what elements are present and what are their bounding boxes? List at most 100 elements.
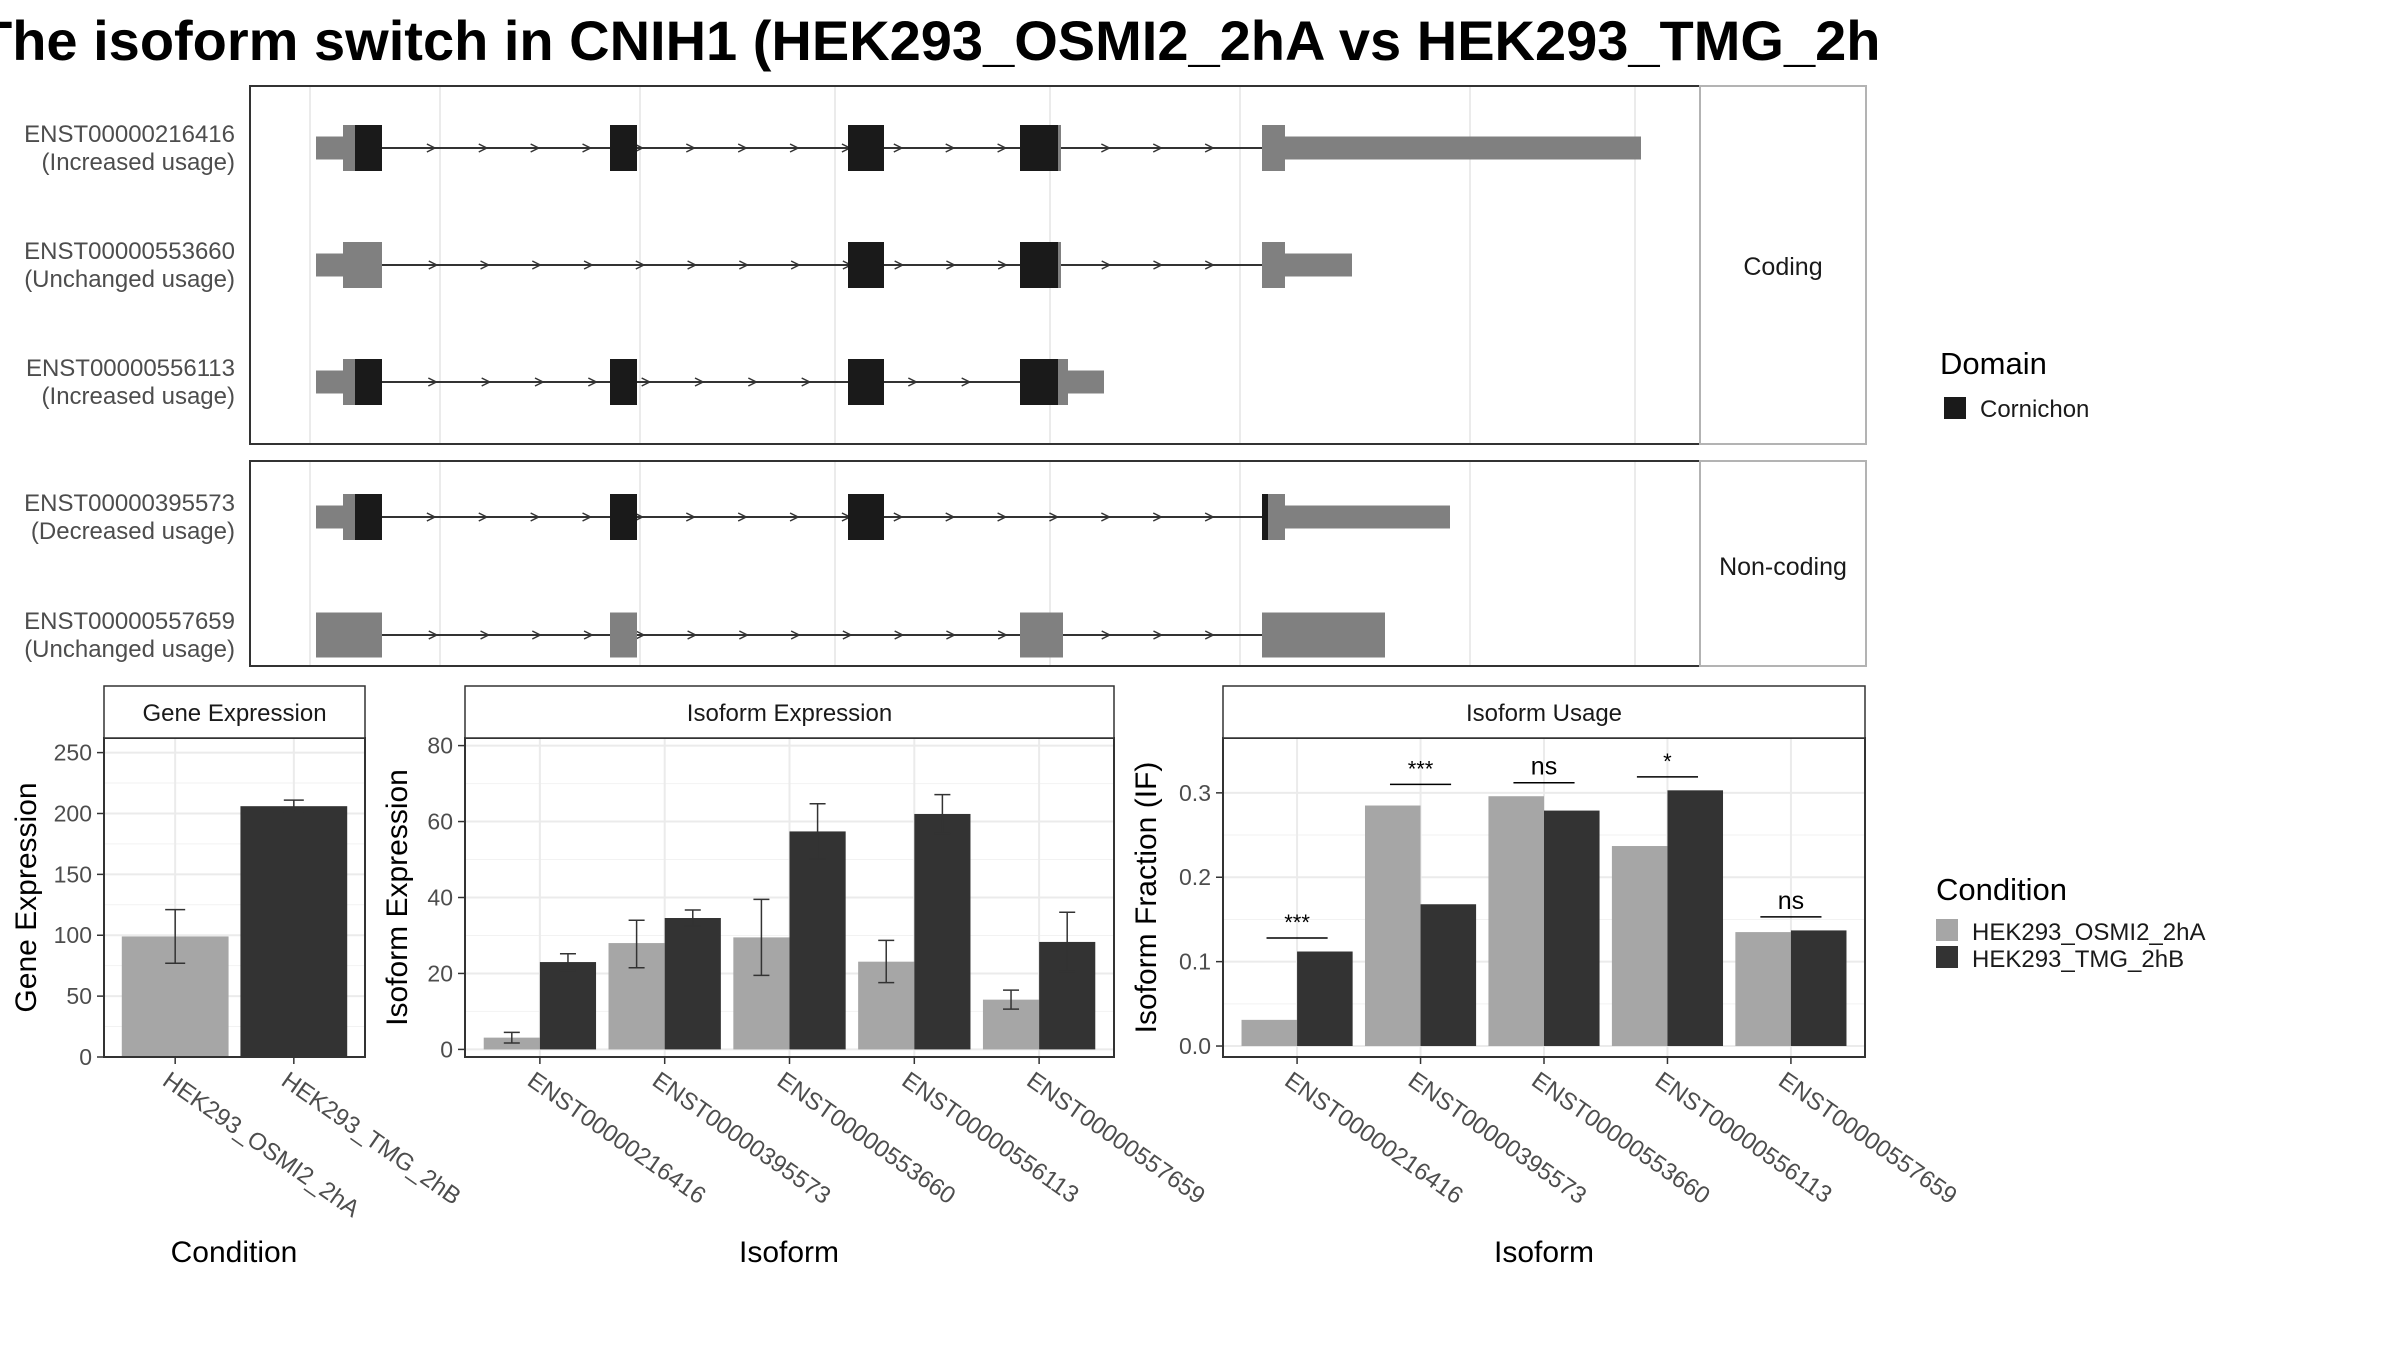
transcript-ENST00000557659-arrow <box>1204 630 1215 640</box>
transcript-ENST00000216416-arrow <box>737 143 748 153</box>
isoform-expression-ytick-label: 0 <box>440 1036 453 1062</box>
isoform-expression-ytick-label: 20 <box>427 960 453 986</box>
noncoding-strip-label: Non-coding <box>1719 553 1847 581</box>
transcript-ENST00000557659-arrow <box>842 630 853 640</box>
transcript-label-usage: (Increased usage) <box>42 149 235 176</box>
transcript-ENST00000395573-arrow <box>893 512 904 522</box>
gene-expression-ytick-label: 200 <box>54 800 92 826</box>
transcript-ENST00000557659-arrow <box>1101 630 1112 640</box>
transcript-ENST00000216416-exon1-utr <box>343 125 355 171</box>
transcript-ENST00000553660-arrow <box>583 260 594 270</box>
transcript-ENST00000216416-utr3 <box>1285 136 1641 160</box>
isoform-expression-strip <box>464 685 1115 739</box>
transcript-ENST00000216416-arrow <box>945 143 956 153</box>
condition-legend-label-tmg: HEK293_TMG_2hB <box>1972 946 2184 973</box>
transcript-ENST00000553660-arrow <box>428 260 439 270</box>
isoform-usage-significance-label: *** <box>1284 910 1310 935</box>
transcript-ENST00000216416-utr5 <box>316 136 343 160</box>
transcript-ENST00000553660-arrow <box>946 260 957 270</box>
domain-legend-title: Domain <box>1940 346 2047 381</box>
isoform-usage-bar <box>1297 951 1353 1047</box>
transcript-ENST00000216416-arrow <box>1204 143 1215 153</box>
transcript-label-usage: (Unchanged usage) <box>24 266 235 293</box>
isoform-expression-xlabel: Isoform <box>739 1236 839 1269</box>
transcript-ENST00000557659-arrow <box>739 630 750 640</box>
transcript-ENST00000216416-arrow <box>426 143 437 153</box>
transcript-ENST00000553660-arrow <box>687 260 698 270</box>
transcript-ENST00000553660-exon5-cds <box>1262 242 1285 288</box>
transcript-ENST00000216416-exon2-domain <box>610 125 637 171</box>
gene-expression-ytick-label: 0 <box>79 1044 92 1070</box>
isoform-usage-bar <box>1420 904 1477 1047</box>
transcript-ENST00000395573-exon5 <box>1268 494 1285 540</box>
isoform-usage-bar <box>1667 790 1724 1047</box>
isoform-usage-ytick-label: 0.0 <box>1179 1033 1211 1059</box>
transcript-ENST00000216416-exon4-domain <box>1020 125 1058 171</box>
transcript-ENST00000557659-arrow <box>790 630 801 640</box>
isoform-usage-significance-label: ns <box>1531 753 1557 781</box>
isoform-usage-ylabel: Isoform Fraction (IF) <box>1130 762 1163 1034</box>
transcript-ENST00000216416-arrow <box>582 143 593 153</box>
transcript-ENST00000395573-arrow <box>997 512 1008 522</box>
gene-expression-bar <box>240 806 348 1057</box>
transcript-ENST00000553660-exon4-tail <box>1058 242 1061 288</box>
transcript-ENST00000553660-arrow <box>1101 260 1112 270</box>
gene-expression-xlabel: Condition <box>171 1236 298 1269</box>
transcript-ENST00000216416-arrow <box>1152 143 1163 153</box>
transcript-ENST00000395573-exon1-domain <box>355 494 382 540</box>
transcript-ENST00000395573-arrow <box>530 512 541 522</box>
transcript-ENST00000556113-exon4-tail <box>1058 359 1068 405</box>
gene-expression-ytick-label: 50 <box>66 983 92 1009</box>
isoform-usage-bar <box>1241 1019 1298 1047</box>
isoform-expression-ytick-label: 40 <box>427 885 453 911</box>
transcript-ENST00000395573-arrow <box>1204 512 1215 522</box>
domain-legend-label: Cornichon <box>1980 396 2089 423</box>
transcript-ENST00000395573-arrow <box>582 512 593 522</box>
gene-expression-ylabel: Gene Expression <box>10 782 43 1012</box>
transcript-ENST00000557659-exon1 <box>316 612 382 658</box>
transcript-ENST00000556113-exon1-domain <box>355 359 382 405</box>
transcript-ENST00000216416-arrow <box>478 143 489 153</box>
transcript-ENST00000556113-arrow <box>747 377 759 387</box>
transcript-ENST00000553660-arrow <box>790 260 801 270</box>
isoform-usage-bar <box>1488 796 1544 1047</box>
transcript-ENST00000556113-arrow <box>694 377 705 387</box>
figure-title: The isoform switch in CNIH1 (HEK293_OSMI… <box>0 6 1880 76</box>
condition-legend-label-osmi: HEK293_OSMI2_2hA <box>1972 919 2205 946</box>
transcript-ENST00000553660-exon3-domain <box>848 242 884 288</box>
isoform-usage-strip <box>1222 685 1866 739</box>
transcript-ENST00000557659-arrow <box>583 630 594 640</box>
transcript-ENST00000556113-exon1-utr <box>343 359 355 405</box>
transcript-ENST00000557659-exon2 <box>610 612 637 658</box>
isoform-expression-ylabel: Isoform Expression <box>381 769 414 1026</box>
transcript-ENST00000553660-arrow <box>894 260 905 270</box>
transcript-ENST00000395573-arrow <box>426 512 437 522</box>
isoform-usage-significance-label: ns <box>1778 887 1804 915</box>
transcript-ENST00000395573-arrow <box>1049 512 1060 522</box>
transcript-ENST00000553660-arrow <box>1204 260 1215 270</box>
gene-expression-xtick-label: HEK293_OSMI2_2hA <box>158 1067 365 1223</box>
isoform-usage-significance-label: *** <box>1408 756 1434 781</box>
transcript-ENST00000553660-exon4-domain <box>1020 242 1058 288</box>
transcript-ENST00000395573-utr3 <box>1285 505 1450 529</box>
isoform-usage-bar <box>1364 805 1421 1047</box>
transcript-label-id: ENST00000395573 <box>24 490 235 517</box>
transcript-ENST00000556113-exon2-domain <box>610 359 637 405</box>
isoform-expression-bar <box>539 962 597 1050</box>
transcript-ENST00000557659-arrow <box>531 630 542 640</box>
condition-legend-key-tmg <box>1936 946 1958 968</box>
transcript-ENST00000395573-exon1-utr <box>343 494 355 540</box>
isoform-usage-bar <box>1735 932 1791 1047</box>
transcript-ENST00000216416-arrow <box>685 143 696 153</box>
isoform-expression-bar <box>914 813 971 1050</box>
gene-expression-ytick-label: 100 <box>54 922 92 948</box>
isoform-usage-bar <box>1790 930 1847 1047</box>
transcript-label-usage: (Decreased usage) <box>31 518 235 545</box>
figure-title-text: The isoform switch in CNIH1 (HEK293_OSMI… <box>0 9 1880 72</box>
isoform-expression-ytick-label: 60 <box>427 809 453 835</box>
transcript-label-id: ENST00000553660 <box>24 238 235 265</box>
transcript-ENST00000395573-arrow <box>1101 512 1112 522</box>
transcript-ENST00000557659-arrow <box>1153 630 1164 640</box>
transcript-ENST00000556113-exon3-domain <box>848 359 884 405</box>
